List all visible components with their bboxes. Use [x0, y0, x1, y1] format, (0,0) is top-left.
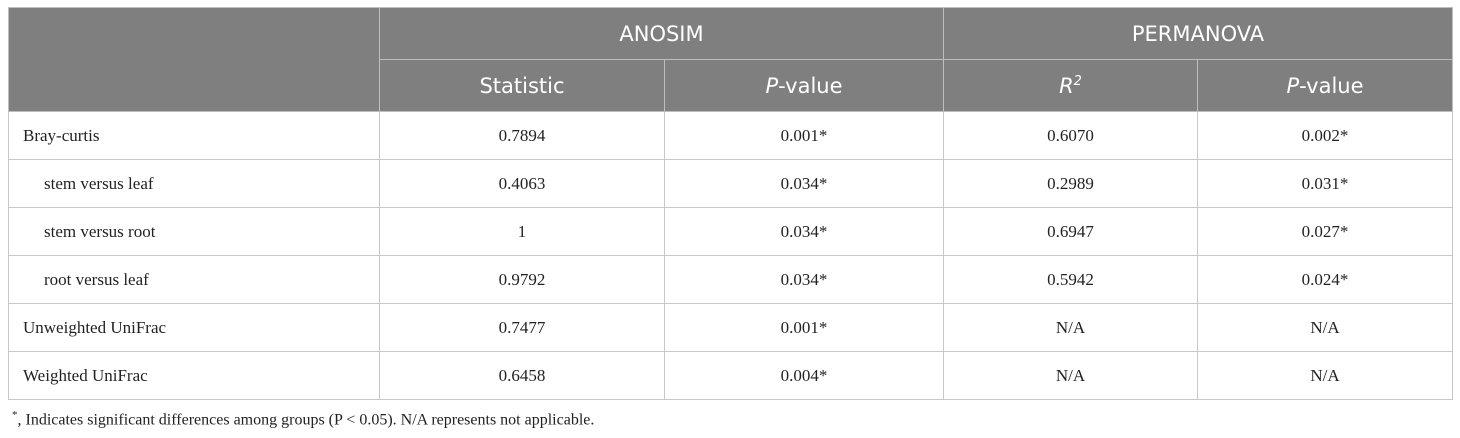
- table-row: Weighted UniFrac 0.6458 0.004* N/A N/A: [8, 351, 1454, 400]
- footnote-text: , Indicates significant differences amon…: [17, 411, 595, 429]
- row-label: root versus leaf: [8, 255, 380, 304]
- cell: 0.2989: [943, 159, 1198, 208]
- column-header: P-value: [1196, 59, 1454, 112]
- column-header: R2: [943, 59, 1198, 112]
- table-row: Unweighted UniFrac 0.7477 0.001* N/A N/A: [8, 303, 1454, 352]
- cell: N/A: [943, 351, 1198, 400]
- cell: 0.001*: [664, 111, 944, 160]
- cell: 0.7477: [379, 303, 665, 352]
- header-italic: R: [1059, 73, 1074, 98]
- cell: 0.027*: [1196, 207, 1454, 256]
- group-header: ANOSIM: [379, 7, 944, 60]
- header-superscript: 2: [1073, 73, 1082, 89]
- cell: 0.034*: [664, 207, 944, 256]
- row-label: stem versus root: [8, 207, 380, 256]
- results-table: ANOSIM PERMANOVA Statistic P-value R2 P-…: [8, 7, 1454, 400]
- group-header: PERMANOVA: [942, 7, 1454, 60]
- cell: 0.5942: [943, 255, 1198, 304]
- cell: 0.001*: [664, 303, 944, 352]
- footnote: *, Indicates significant differences amo…: [12, 409, 594, 429]
- header-italic: P: [765, 73, 779, 98]
- cell: 0.034*: [664, 159, 944, 208]
- cell: 0.9792: [379, 255, 665, 304]
- row-label: Weighted UniFrac: [8, 351, 380, 400]
- table-row: Bray-curtis 0.7894 0.001* 0.6070 0.002*: [8, 111, 1454, 160]
- cell: 0.004*: [664, 351, 944, 400]
- cell: 0.6458: [379, 351, 665, 400]
- table-row: stem versus root 1 0.034* 0.6947 0.027*: [8, 207, 1454, 256]
- row-label: Unweighted UniFrac: [8, 303, 380, 352]
- cell: 0.002*: [1196, 111, 1454, 160]
- cell: 0.4063: [379, 159, 665, 208]
- cell: 1: [379, 207, 665, 256]
- row-label: Bray-curtis: [8, 111, 380, 160]
- cell: N/A: [1196, 303, 1454, 352]
- cell: 0.034*: [664, 255, 944, 304]
- cell: 0.031*: [1196, 159, 1454, 208]
- header-text: Statistic: [479, 73, 565, 98]
- table-row: stem versus leaf 0.4063 0.034* 0.2989 0.031*: [8, 159, 1454, 208]
- header-italic: P: [1286, 73, 1300, 98]
- header-text: -value: [1299, 73, 1364, 98]
- column-header: Statistic: [379, 59, 665, 112]
- cell: N/A: [1196, 351, 1454, 400]
- row-label: stem versus leaf: [8, 159, 380, 208]
- corner-cell: [8, 7, 380, 112]
- cell: N/A: [943, 303, 1198, 352]
- table-row: root versus leaf 0.9792 0.034* 0.5942 0.024*: [8, 255, 1454, 304]
- cell: 0.6070: [943, 111, 1198, 160]
- footnote-mark: *: [12, 409, 18, 421]
- column-header: P-value: [664, 59, 944, 112]
- cell: 0.024*: [1196, 255, 1454, 304]
- cell: 0.6947: [943, 207, 1198, 256]
- cell: 0.7894: [379, 111, 665, 160]
- header-text: -value: [778, 73, 843, 98]
